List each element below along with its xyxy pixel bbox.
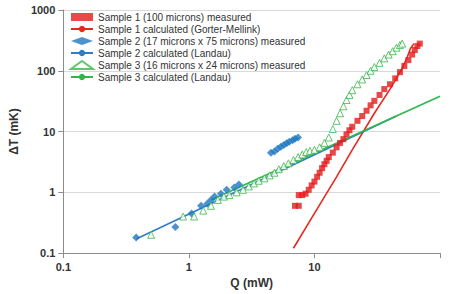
svg-text:Sample 3 calculated (Landau): Sample 3 calculated (Landau)	[98, 72, 231, 83]
svg-text:Sample 1 (100 microns) measure: Sample 1 (100 microns) measured	[98, 12, 251, 23]
svg-text:1000: 1000	[31, 4, 55, 16]
svg-text:Sample 2 (17 microns x 75 micr: Sample 2 (17 microns x 75 microns) measu…	[98, 36, 305, 47]
svg-text:Sample 2 calculated (Landau): Sample 2 calculated (Landau)	[98, 48, 231, 59]
svg-text:Q (mW): Q (mW)	[230, 276, 273, 290]
svg-text:0.1: 0.1	[40, 247, 55, 259]
svg-text:0.1: 0.1	[56, 261, 71, 273]
svg-text:100: 100	[37, 65, 55, 77]
svg-text:10: 10	[43, 126, 55, 138]
svg-text:Sample 1 calculated (Gorter-Me: Sample 1 calculated (Gorter-Mellink)	[98, 24, 260, 35]
svg-text:10: 10	[308, 261, 320, 273]
svg-text:1: 1	[49, 186, 55, 198]
svg-text:1: 1	[186, 261, 192, 273]
svg-text:ΔT (mK): ΔT (mK)	[7, 108, 21, 155]
svg-text:Sample 3 (16 microns x 24 micr: Sample 3 (16 microns x 24 microns) measu…	[98, 60, 305, 71]
